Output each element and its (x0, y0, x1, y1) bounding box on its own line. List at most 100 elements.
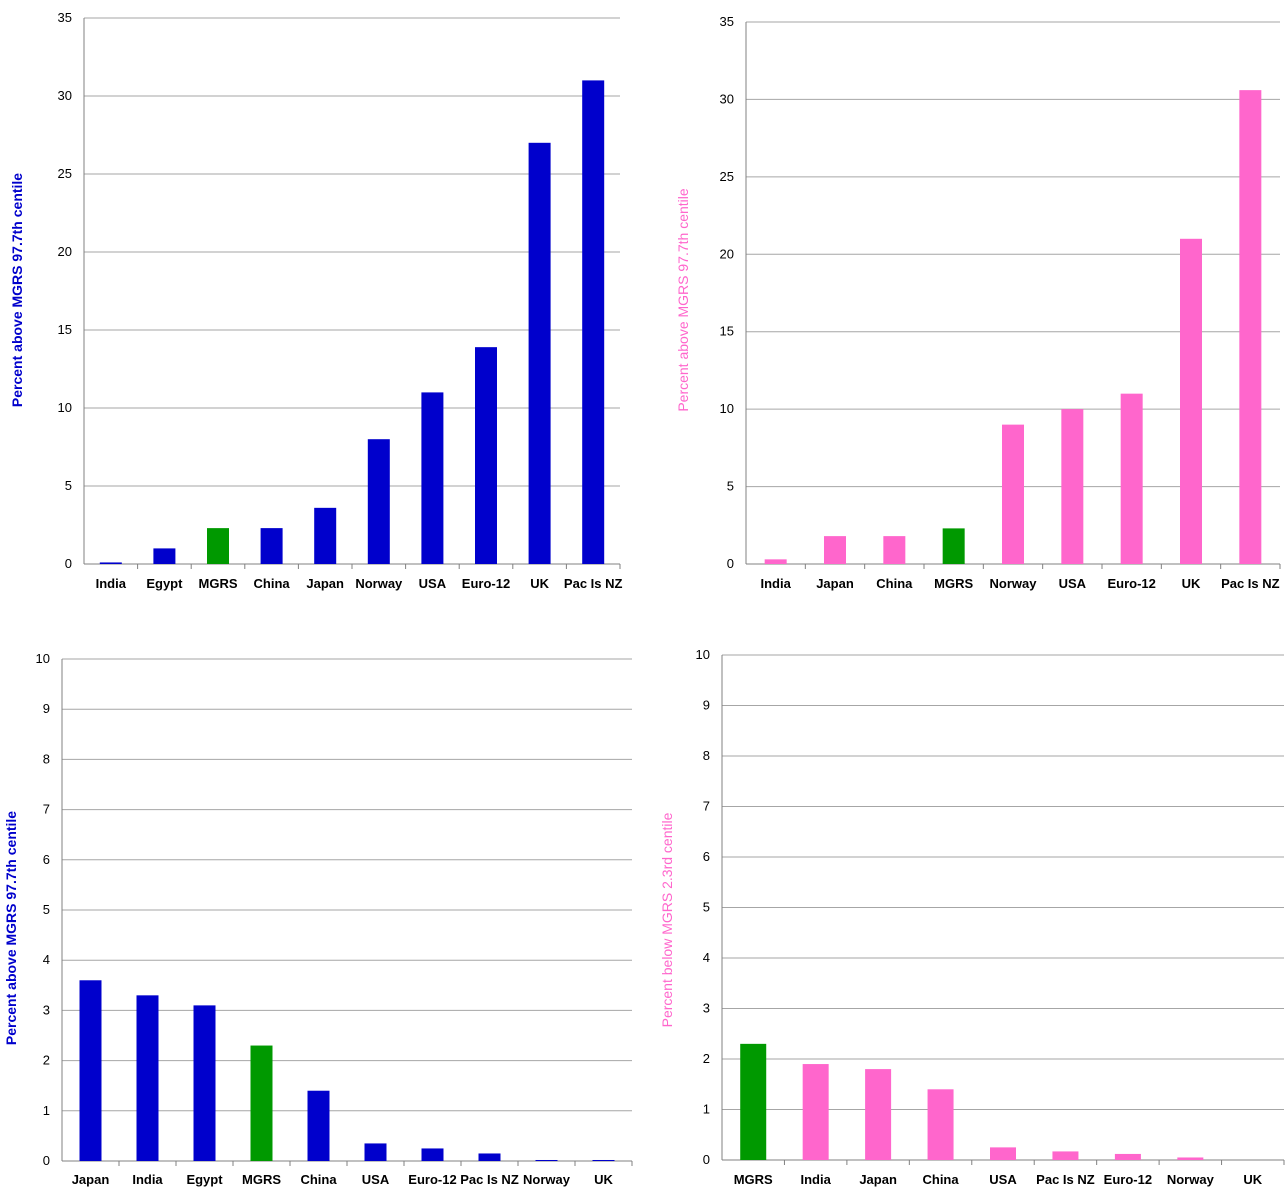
x-tick-label-4-2: Japan (859, 1172, 897, 1187)
bar-4-mgrs (740, 1043, 767, 1160)
y-tick-label-3-1: 1 (43, 1103, 50, 1118)
x-tick-label-2-1: Japan (816, 576, 854, 591)
bar-3-pac-is-nz (478, 1153, 501, 1161)
bar-4-japan (865, 1069, 892, 1160)
x-tick-label-1-2: MGRS (199, 576, 238, 591)
bar-3-japan (79, 980, 102, 1161)
y-axis-label-1: Percent above MGRS 97.7th centile (9, 173, 25, 407)
bar-2-euro-12 (1120, 393, 1143, 564)
y-tick-label-3-2: 2 (43, 1053, 50, 1068)
y-tick-label-3-10: 10 (36, 651, 50, 666)
y-tick-label-1-4: 20 (58, 244, 72, 259)
x-tick-label-4-0: MGRS (734, 1172, 773, 1187)
x-tick-label-4-3: China (922, 1172, 959, 1187)
bar-1-uk (528, 142, 551, 565)
bar-1-india (99, 562, 122, 564)
x-tick-label-4-5: Pac Is NZ (1036, 1172, 1095, 1187)
x-tick-label-1-0: India (96, 576, 127, 591)
bar-2-japan (824, 536, 846, 564)
x-tick-label-2-8: Pac Is NZ (1221, 576, 1280, 591)
bar-1-norway (367, 439, 390, 564)
x-tick-label-1-4: Japan (306, 576, 344, 591)
y-tick-label-3-9: 9 (43, 701, 50, 716)
bar-4-euro-12 (1114, 1153, 1141, 1160)
x-tick-label-2-7: UK (1182, 576, 1201, 591)
x-tick-label-1-5: Norway (355, 576, 403, 591)
bar-1-euro-12 (475, 347, 497, 564)
x-tick-label-3-3: MGRS (242, 1172, 281, 1187)
bar-1-mgrs (207, 528, 229, 564)
x-tick-label-1-6: USA (419, 576, 447, 591)
x-tick-label-4-6: Euro-12 (1104, 1172, 1152, 1187)
bar-4-india (802, 1064, 829, 1160)
y-tick-label-4-7: 7 (703, 799, 710, 814)
bar-2-china (883, 536, 906, 564)
y-tick-label-1-5: 25 (58, 166, 72, 181)
y-tick-label-4-8: 8 (703, 748, 710, 763)
bar-3-india (136, 995, 159, 1161)
bar-2-norway (1002, 424, 1024, 564)
x-tick-label-1-9: Pac Is NZ (564, 576, 623, 591)
x-tick-label-3-5: USA (362, 1172, 390, 1187)
x-tick-label-1-7: Euro-12 (462, 576, 510, 591)
bar-3-china (307, 1090, 330, 1161)
x-tick-label-4-1: India (800, 1172, 831, 1187)
bar-3-usa (364, 1143, 387, 1161)
y-tick-label-2-5: 25 (720, 169, 734, 184)
y-tick-label-2-1: 5 (727, 479, 734, 494)
x-tick-label-3-8: Norway (523, 1172, 571, 1187)
bar-2-india (764, 559, 787, 564)
y-tick-label-2-7: 35 (720, 14, 734, 29)
bar-2-uk (1180, 238, 1202, 565)
y-tick-label-2-2: 10 (720, 401, 734, 416)
y-tick-label-2-4: 20 (720, 246, 734, 261)
y-tick-label-2-3: 15 (720, 324, 734, 339)
y-tick-label-3-0: 0 (43, 1153, 50, 1168)
x-tick-label-1-1: Egypt (146, 576, 183, 591)
y-tick-label-4-9: 9 (703, 698, 710, 713)
y-tick-label-4-4: 4 (703, 950, 710, 965)
y-tick-label-4-2: 2 (703, 1051, 710, 1066)
bar-1-pac-is-nz (582, 80, 605, 565)
y-tick-label-2-6: 30 (720, 91, 734, 106)
y-tick-label-1-2: 10 (58, 400, 72, 415)
bar-2-mgrs (942, 528, 965, 564)
bar-2-usa (1061, 409, 1084, 564)
bar-2-pac-is-nz (1239, 90, 1262, 564)
y-tick-label-4-0: 0 (703, 1152, 710, 1167)
bar-4-norway (1177, 1157, 1204, 1160)
y-tick-label-3-5: 5 (43, 902, 50, 917)
y-tick-label-1-1: 5 (65, 478, 72, 493)
bar-3-euro-12 (421, 1148, 444, 1161)
y-axis-label-3: Percent above MGRS 97.7th centile (3, 811, 19, 1045)
bar-1-japan (314, 507, 337, 564)
y-tick-label-4-3: 3 (703, 1001, 710, 1016)
y-tick-label-4-6: 6 (703, 849, 710, 864)
y-axis-label-2: Percent above MGRS 97.7th centile (675, 188, 691, 412)
x-tick-label-1-8: UK (530, 576, 549, 591)
x-tick-label-3-7: Pac Is NZ (460, 1172, 519, 1187)
bar-3-mgrs (250, 1045, 273, 1161)
bar-1-usa (421, 392, 444, 564)
y-axis-label-4: Percent below MGRS 2.3rd centile (659, 812, 675, 1027)
x-tick-label-4-4: USA (989, 1172, 1017, 1187)
bar-4-china (927, 1089, 954, 1160)
bar-1-egypt (153, 548, 176, 564)
x-tick-label-2-2: China (876, 576, 913, 591)
bar-1-china (260, 528, 283, 564)
x-tick-label-2-5: USA (1059, 576, 1087, 591)
y-tick-label-2-0: 0 (727, 556, 734, 571)
bar-3-norway (535, 1159, 558, 1161)
x-tick-label-3-0: Japan (72, 1172, 110, 1187)
x-tick-label-2-6: Euro-12 (1107, 576, 1155, 591)
x-tick-label-3-1: India (132, 1172, 163, 1187)
x-tick-label-3-9: UK (594, 1172, 613, 1187)
bar-3-uk (592, 1159, 615, 1161)
y-tick-label-3-6: 6 (43, 852, 50, 867)
x-tick-label-2-4: Norway (990, 576, 1038, 591)
bar-4-pac-is-nz (1052, 1151, 1079, 1160)
x-tick-label-1-3: China (254, 576, 291, 591)
x-tick-label-3-4: China (300, 1172, 337, 1187)
y-tick-label-1-7: 35 (58, 10, 72, 25)
